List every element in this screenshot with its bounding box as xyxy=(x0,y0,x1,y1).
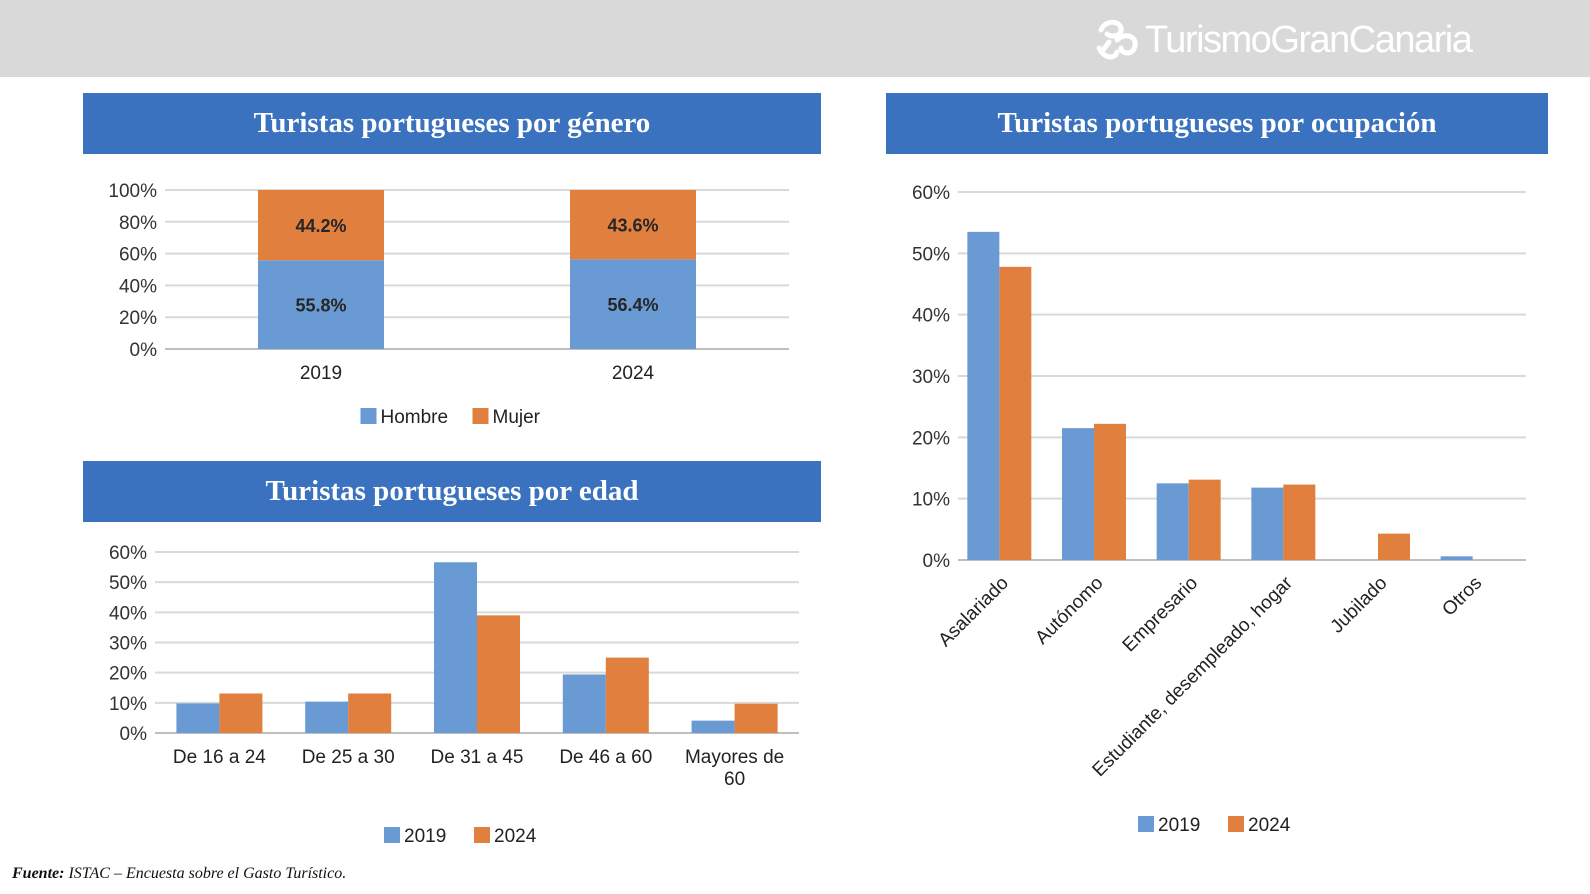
genero-legend-label: Hombre xyxy=(381,407,449,428)
ocupacion-bar-2019 xyxy=(967,231,1000,560)
top-banner: TurismoGranCanaria xyxy=(0,0,1590,77)
genero-chart-title: Turistas portugueses por género xyxy=(83,93,821,154)
genero-x-label: 2019 xyxy=(300,363,342,384)
edad-legend-label: 2024 xyxy=(494,826,537,847)
logo-text: TurismoGranCanaria xyxy=(1145,18,1473,61)
edad-bar-2019 xyxy=(562,674,606,733)
edad-x-label: De 25 a 30 xyxy=(302,747,395,768)
edad-x-label: De 16 a 24 xyxy=(173,747,266,768)
edad-y-tick: 20% xyxy=(109,664,147,685)
edad-x-label-line2: 60 xyxy=(724,769,745,790)
edad-y-tick: 50% xyxy=(109,573,147,594)
source-label: Fuente: xyxy=(12,865,65,882)
ocupacion-y-tick: 40% xyxy=(912,306,950,327)
genero-y-tick: 40% xyxy=(119,276,157,297)
genero-y-tick: 60% xyxy=(119,245,157,266)
genero-x-label: 2024 xyxy=(612,363,655,384)
edad-chart-title: Turistas portugueses por edad xyxy=(83,461,821,522)
ocupacion-chart: 0% 10% 20% 30% 40% 50% 60% Asalariado Autónomo Em… xyxy=(912,183,1526,836)
ocupacion-y-tick: 20% xyxy=(912,428,950,449)
edad-bar-2019 xyxy=(176,703,220,733)
genero-legend-label: Mujer xyxy=(493,407,541,428)
ocupacion-x-label: Otros xyxy=(1439,573,1487,621)
edad-y-tick: 10% xyxy=(109,694,147,715)
ocupacion-bar-2019 xyxy=(1062,428,1094,560)
ocupacion-chart-title: Turistas portugueses por ocupación xyxy=(886,93,1548,154)
ocupacion-x-label: Jubilado xyxy=(1327,573,1392,638)
ocupacion-x-label: Empresario xyxy=(1119,573,1203,657)
ocupacion-y-tick: 30% xyxy=(912,367,950,388)
ocupacion-legend-label: 2024 xyxy=(1248,815,1291,836)
edad-x-label: Mayores de xyxy=(685,747,784,768)
ocupacion-y-tick: 10% xyxy=(912,490,950,511)
edad-bar-2024 xyxy=(219,693,263,733)
genero-bar-mujer xyxy=(258,190,384,261)
genero-y-tick: 20% xyxy=(119,308,157,329)
logo: TurismoGranCanaria xyxy=(1095,18,1473,62)
ocupacion-bar-2019 xyxy=(1440,556,1473,560)
edad-bar-2024 xyxy=(477,615,520,733)
ocupacion-x-label: Asalariado xyxy=(935,573,1013,651)
edad-bar-2024 xyxy=(605,657,649,733)
ocupacion-y-tick: 60% xyxy=(912,183,950,204)
gran-canaria-swirl-icon xyxy=(1096,19,1138,60)
genero-legend-swatch xyxy=(472,408,489,424)
edad-chart: 0% 10% 20% 30% 40% 50% 60% De 16 a 24 De 25 a 30… xyxy=(109,543,799,847)
genero-y-tick: 80% xyxy=(119,213,157,234)
edad-bar-2024 xyxy=(734,703,778,733)
edad-bar-2019 xyxy=(434,562,477,733)
edad-y-tick: 0% xyxy=(120,724,148,745)
edad-legend-swatch xyxy=(384,827,400,843)
edad-y-tick: 30% xyxy=(109,634,147,655)
ocupacion-y-tick: 0% xyxy=(923,551,951,572)
ocupacion-bar-2024 xyxy=(1188,479,1221,560)
genero-bar-hombre xyxy=(570,259,696,349)
ocupacion-x-label: Autónomo xyxy=(1031,573,1107,649)
edad-y-tick: 40% xyxy=(109,603,147,624)
ocupacion-bar-2019 xyxy=(1251,487,1284,560)
edad-x-label: De 46 a 60 xyxy=(559,747,652,768)
edad-bar-2024 xyxy=(348,693,392,733)
genero-legend-swatch xyxy=(360,408,377,424)
genero-data-label: 43.6% xyxy=(607,216,658,236)
genero-data-label: 44.2% xyxy=(295,216,346,236)
genero-y-tick: 0% xyxy=(130,340,158,361)
ocupacion-bar-2019 xyxy=(1156,483,1189,560)
edad-bar-2019 xyxy=(305,701,349,733)
edad-y-tick: 60% xyxy=(109,543,147,564)
edad-legend-label: 2019 xyxy=(404,826,446,847)
ocupacion-legend-swatch xyxy=(1228,816,1244,832)
edad-x-label: De 31 a 45 xyxy=(431,747,524,768)
edad-bar-2019 xyxy=(691,720,735,733)
ocupacion-y-tick: 50% xyxy=(912,244,950,265)
ocupacion-legend-label: 2019 xyxy=(1158,815,1200,836)
ocupacion-bar-2024 xyxy=(1378,533,1410,560)
source-text: ISTAC – Encuesta sobre el Gasto Turístic… xyxy=(68,865,347,882)
genero-bar-hombre xyxy=(258,260,384,349)
ocupacion-bar-2024 xyxy=(1283,484,1316,560)
ocupacion-bar-2024 xyxy=(1094,423,1126,560)
edad-legend-swatch xyxy=(474,827,490,843)
ocupacion-x-label: Estudiante, desempleado, hogar xyxy=(1089,572,1298,781)
genero-data-label: 56.4% xyxy=(607,295,658,315)
genero-y-tick: 100% xyxy=(108,181,157,202)
ocupacion-bar-2024 xyxy=(999,266,1032,560)
genero-chart: 0% 20% 40% 60% 80% 100% 55.8% 44.2% 2019 56.4% 43.… xyxy=(108,181,789,428)
ocupacion-legend-swatch xyxy=(1138,816,1154,832)
source-footer: Fuente: ISTAC – Encuesta sobre el Gasto … xyxy=(12,865,346,883)
genero-data-label: 55.8% xyxy=(295,296,346,316)
genero-bar-mujer xyxy=(570,190,696,260)
